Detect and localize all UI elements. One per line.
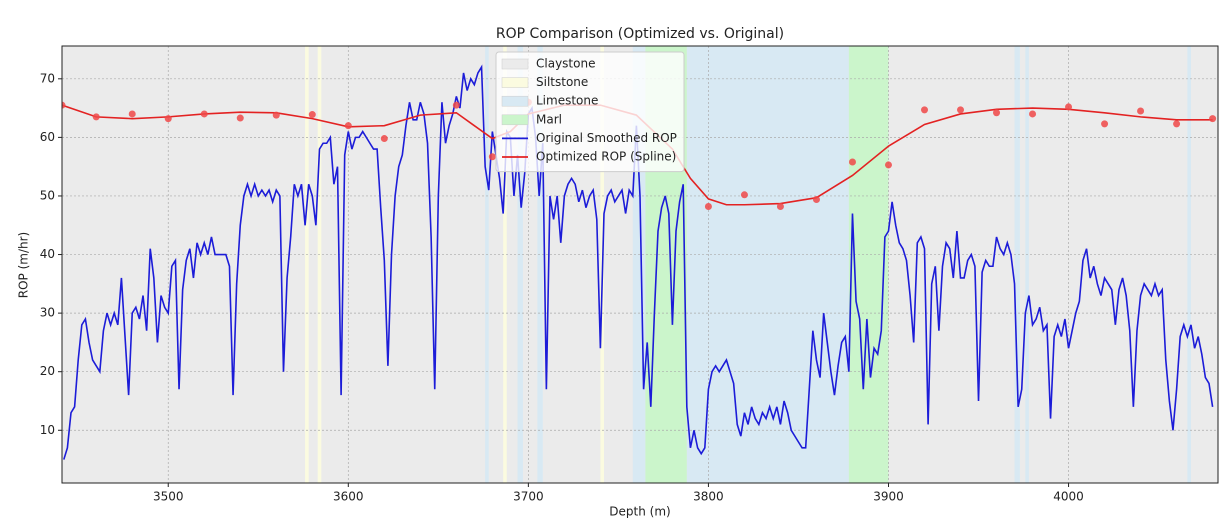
x-axis-label: Depth (m)	[609, 505, 670, 519]
lithology-span	[1014, 46, 1020, 483]
y-tick-label: 70	[40, 71, 55, 85]
optimized-point	[776, 203, 784, 211]
y-axis-label: ROP (m/hr)	[17, 232, 31, 298]
optimized-point	[308, 111, 316, 119]
x-tick-label: 3900	[873, 490, 904, 504]
optimized-point	[236, 114, 244, 122]
optimized-point	[812, 195, 820, 203]
x-tick-label: 4000	[1053, 490, 1084, 504]
optimized-point	[1029, 110, 1037, 118]
lithology-span	[503, 46, 507, 483]
optimized-point	[1209, 115, 1217, 123]
optimized-point	[848, 158, 856, 166]
legend-swatch	[501, 95, 529, 107]
optimized-point	[164, 115, 172, 123]
optimized-point	[200, 110, 208, 118]
y-tick-label: 50	[40, 188, 55, 202]
lithology-span	[1025, 46, 1029, 483]
optimized-point	[993, 109, 1001, 117]
legend-label: Optimized ROP (Spline)	[536, 150, 676, 164]
x-tick-label: 3600	[333, 490, 364, 504]
optimized-point	[920, 106, 928, 114]
legend: Claystone Siltstone Limestone Marl Original …	[495, 51, 685, 173]
optimized-point	[344, 122, 352, 130]
optimized-point	[1137, 107, 1145, 115]
optimized-point	[1173, 120, 1181, 128]
optimized-point	[957, 106, 965, 114]
optimized-point	[704, 203, 712, 211]
optimized-point	[380, 135, 388, 143]
legend-label: Siltstone	[536, 75, 588, 89]
optimized-point	[1101, 120, 1109, 128]
optimized-point	[488, 153, 496, 161]
legend-label: Claystone	[536, 57, 595, 71]
y-tick-label: 20	[40, 364, 55, 378]
optimized-point	[740, 191, 748, 199]
chart-title: ROP Comparison (Optimized vs. Original)	[496, 26, 784, 42]
optimized-point	[1065, 103, 1073, 111]
y-tick-label: 10	[40, 423, 55, 437]
legend-swatch	[501, 77, 529, 88]
x-tick-label: 3500	[153, 490, 184, 504]
lithology-span	[305, 46, 309, 483]
optimized-point	[272, 111, 280, 119]
legend-box	[495, 51, 685, 173]
plot-frame	[61, 45, 1219, 484]
y-tick-label: 60	[40, 130, 55, 144]
optimized-point	[92, 113, 100, 121]
optimized-point	[128, 110, 136, 118]
lithology-span	[485, 46, 489, 483]
axes: 3500 3600 3700 3800 3900 4000 10 20 30 40 50 60 70	[40, 71, 1084, 503]
x-tick-label: 3700	[513, 490, 544, 504]
legend-swatch	[501, 114, 529, 126]
lithology-span	[537, 46, 543, 483]
optimized-point	[62, 101, 66, 109]
optimized-point	[452, 101, 460, 109]
legend-swatch	[501, 58, 529, 70]
optimized-point	[884, 161, 892, 169]
lithology-span	[517, 46, 523, 483]
legend-label: Original Smoothed ROP	[536, 131, 677, 145]
y-tick-label: 40	[40, 247, 55, 261]
lithology-span	[1187, 46, 1191, 483]
lithology-span	[686, 46, 849, 483]
lithology-span	[317, 46, 322, 483]
legend-label: Limestone	[536, 94, 598, 108]
legend-label: Marl	[536, 112, 562, 126]
lithology-span	[848, 46, 889, 483]
x-tick-label: 3800	[693, 490, 724, 504]
y-tick-label: 30	[40, 306, 55, 320]
